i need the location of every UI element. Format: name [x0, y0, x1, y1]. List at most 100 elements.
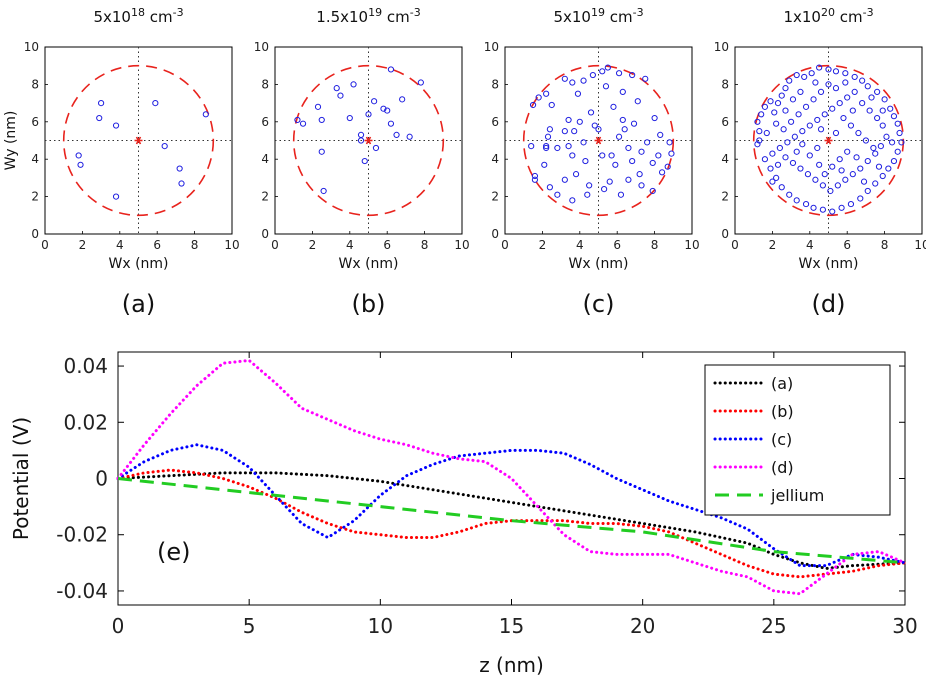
data-point — [569, 152, 576, 159]
data-point — [554, 191, 561, 198]
data-point — [829, 163, 836, 170]
data-point — [793, 148, 800, 155]
data-point — [814, 144, 821, 152]
boundary-circle — [522, 64, 675, 217]
x-tick-label: 8 — [191, 238, 199, 252]
data-point — [866, 107, 873, 114]
y-tick-label: 6 — [31, 115, 39, 129]
x-tick-label: 6 — [383, 238, 391, 252]
data-point — [896, 129, 903, 137]
star-stroke — [365, 136, 372, 145]
subplot-label: (b) — [352, 290, 386, 318]
y-tick-label: 6 — [491, 115, 499, 129]
data-point — [793, 71, 800, 79]
data-point — [350, 81, 357, 88]
title-unit: cm — [605, 8, 633, 26]
panel-title: 5x1018 cm-3 — [93, 6, 183, 26]
data-point — [629, 71, 636, 79]
data-point — [644, 139, 651, 146]
panel-title: 1.5x1019 cm-3 — [316, 6, 420, 26]
data-point — [591, 122, 598, 129]
data-point — [838, 204, 845, 211]
data-point — [885, 165, 892, 172]
data-point — [649, 187, 656, 195]
data-point — [812, 176, 819, 183]
x-tick-label: 20 — [630, 614, 655, 638]
data-point — [808, 70, 815, 77]
data-point — [763, 129, 770, 137]
y-tick-label: 4 — [491, 152, 499, 166]
data-point — [829, 208, 836, 215]
data-point — [599, 152, 606, 159]
y-tick-label: 10 — [484, 40, 499, 54]
y-tick-label: 8 — [261, 77, 269, 91]
data-point — [668, 150, 675, 157]
y-tick-label: 0 — [491, 227, 499, 241]
data-point — [384, 107, 391, 114]
data-point — [77, 161, 84, 168]
data-point — [864, 187, 871, 195]
legend-label: (c) — [771, 430, 792, 449]
scatter-panel-3: 0 2 4 6 8 10 0 2 4 6 8 10 5x1019 cm-3 Wx (nm) (c) — [484, 6, 700, 318]
data-point — [791, 133, 798, 140]
y-tick-label: -0.02 — [56, 523, 108, 547]
center-star — [824, 136, 833, 145]
data-point — [817, 88, 825, 95]
y-tick-label: 2 — [721, 190, 729, 204]
data-point — [821, 111, 828, 118]
data-point — [838, 167, 845, 174]
panel-title: 1x1020 cm-3 — [783, 6, 873, 26]
x-tick-label: 4 — [346, 238, 354, 252]
x-tick-label: 2 — [79, 238, 87, 252]
data-point — [802, 103, 810, 110]
data-point — [890, 157, 898, 165]
y-tick-label: 8 — [31, 77, 39, 91]
x-tick-label: 8 — [881, 238, 889, 252]
data-point — [758, 111, 765, 118]
x-axis-label: Wx (nm) — [108, 256, 168, 272]
data-point — [531, 176, 539, 183]
data-point — [380, 105, 387, 112]
data-point — [881, 96, 888, 103]
series-line-jellium — [117, 477, 906, 565]
data-point — [580, 139, 587, 146]
data-point — [797, 165, 804, 172]
data-point — [874, 114, 881, 122]
data-point — [548, 101, 555, 109]
title-exponent: 20 — [821, 6, 835, 19]
data-point — [299, 120, 307, 127]
data-point — [799, 141, 806, 148]
data-point — [847, 122, 855, 129]
data-point — [617, 191, 625, 198]
y-tick-label: 8 — [491, 77, 499, 91]
data-point — [894, 148, 901, 155]
x-tick-label: 8 — [651, 238, 659, 252]
data-point — [887, 105, 894, 112]
title-base: 5x10 — [93, 8, 131, 26]
data-point — [857, 165, 864, 172]
data-point — [372, 144, 380, 152]
data-point — [872, 180, 879, 187]
data-point — [658, 169, 666, 176]
center-star — [364, 136, 373, 145]
title-exponent: 18 — [131, 6, 145, 19]
x-tick-label: 0 — [731, 238, 739, 252]
title-unit-exponent: -3 — [633, 6, 644, 19]
series-line-c — [116, 443, 907, 568]
data-point — [819, 182, 826, 189]
data-point — [802, 200, 810, 208]
data-point — [75, 152, 82, 159]
y-tick-label: -0.04 — [56, 579, 108, 603]
data-point — [832, 129, 840, 137]
data-point — [399, 96, 406, 103]
data-point — [582, 157, 589, 165]
data-point — [754, 141, 761, 148]
series-line-b — [116, 468, 907, 579]
x-tick-label: 4 — [116, 238, 124, 252]
data-point — [599, 68, 606, 75]
y-tick-label: 6 — [721, 115, 729, 129]
data-point — [595, 126, 602, 133]
data-point — [789, 96, 797, 103]
star-stroke — [595, 136, 602, 145]
data-point — [337, 92, 344, 99]
